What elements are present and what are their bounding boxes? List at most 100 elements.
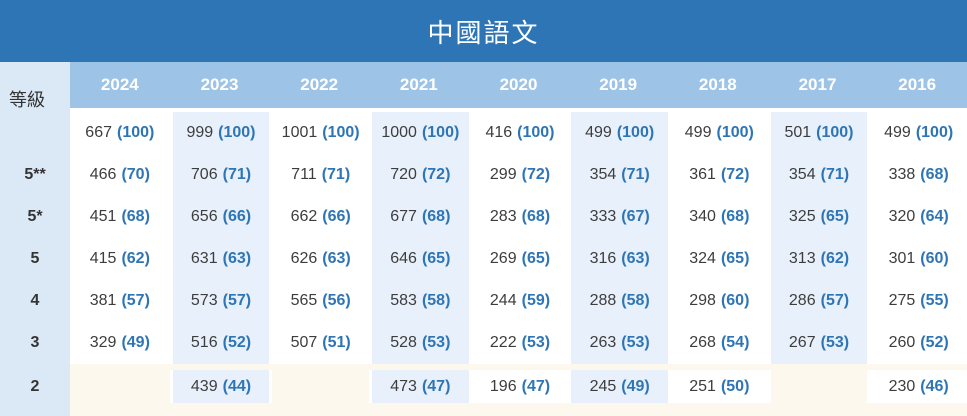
cell-2018-r4: 298 (60) (667, 280, 768, 322)
cell-2023-r4: 573 (57) (169, 280, 270, 322)
cell-2019-r6: 245 (49) (568, 370, 668, 403)
cumulative-percent: (55) (920, 292, 949, 309)
candidate-count: 340 (689, 208, 716, 225)
cell-2016-r6: 230 (46) (867, 370, 967, 403)
candidate-count: 473 (390, 377, 417, 395)
cell-2021-r1: 720 (72) (368, 154, 469, 196)
cumulative-percent: (44) (222, 377, 252, 395)
candidate-count: 507 (290, 334, 318, 351)
cell-2019-r2: 333 (67) (568, 196, 668, 238)
cell-2016-r0: 499 (100) (867, 112, 967, 154)
cumulative-percent: (68) (521, 208, 551, 225)
candidate-count: 283 (489, 208, 517, 225)
cumulative-percent: (54) (720, 334, 750, 351)
candidate-count: 516 (190, 334, 218, 351)
year-header-2017: 2017 (798, 75, 837, 94)
title-banner: 中國語文 (0, 0, 967, 62)
cell-2020-r1: 299 (72) (468, 154, 569, 196)
cumulative-percent: (71) (321, 166, 351, 183)
year-header-2024: 2024 (100, 75, 139, 94)
cumulative-percent: (47) (421, 377, 451, 395)
cell-2019-r4: 288 (58) (568, 280, 668, 322)
cumulative-percent: (68) (121, 208, 150, 225)
cell-2023-r6: 439 (44) (169, 370, 270, 403)
cell-2017-r6 (767, 370, 868, 403)
cell-2018-r0: 499 (100) (667, 112, 768, 154)
candidate-count: 1000 (381, 124, 417, 141)
cumulative-percent: (57) (820, 292, 850, 309)
candidate-count: 706 (190, 166, 218, 183)
cumulative-percent: (100) (117, 124, 155, 141)
cell-2016-r1: 338 (68) (867, 154, 967, 196)
cumulative-percent: (58) (621, 292, 650, 309)
candidate-count: 361 (689, 166, 716, 183)
cell-2018-r3: 324 (65) (667, 238, 768, 280)
page-title: 中國語文 (427, 18, 540, 49)
cell-2020-r5: 222 (53) (468, 322, 569, 364)
candidate-count: 499 (884, 124, 911, 141)
cell-2018-r6: 251 (50) (667, 370, 768, 403)
cumulative-percent: (58) (421, 292, 451, 309)
cell-2020-r0: 416 (100) (468, 112, 569, 154)
cumulative-percent: (100) (421, 124, 460, 141)
cell-2024-r2: 451 (68) (70, 196, 170, 238)
cell-2021-r3: 646 (65) (368, 238, 469, 280)
candidate-count: 439 (190, 377, 218, 395)
cell-2022-r6 (269, 370, 369, 403)
data-area: 2024 2023 2022 2021 2020 2019 2018 2017 2016 667… (70, 62, 967, 403)
cumulative-percent: (68) (421, 208, 451, 225)
candidate-count: 656 (190, 208, 218, 225)
cumulative-percent: (63) (322, 250, 351, 267)
cell-2022-r4: 565 (56) (269, 280, 369, 322)
cumulative-percent: (65) (521, 250, 551, 267)
candidate-count: 354 (788, 166, 816, 183)
cumulative-percent: (49) (621, 377, 650, 395)
cell-2020-r6: 196 (47) (468, 370, 569, 403)
cumulative-percent: (50) (720, 377, 750, 395)
cumulative-percent: (66) (322, 208, 351, 225)
cumulative-percent: (100) (517, 124, 555, 141)
candidate-count: 499 (684, 124, 712, 141)
cumulative-percent: (100) (218, 124, 256, 141)
cumulative-percent: (67) (621, 208, 650, 225)
candidate-count: 565 (290, 292, 318, 309)
cell-2018-r1: 361 (72) (667, 154, 768, 196)
cell-2021-r2: 677 (68) (368, 196, 469, 238)
cumulative-percent: (53) (621, 334, 650, 351)
table-row-r2: 451 (68) 656 (66) 662 (66) 677 (68) 283 (68) 333 (6… (70, 196, 967, 238)
cell-2023-r1: 706 (71) (169, 154, 270, 196)
cumulative-percent: (56) (322, 292, 351, 309)
cumulative-percent: (60) (920, 250, 949, 267)
candidate-count: 499 (585, 124, 612, 141)
cell-2018-r5: 268 (54) (667, 322, 768, 364)
cumulative-percent: (68) (920, 166, 949, 183)
candidate-count: 299 (489, 166, 517, 183)
candidate-count: 333 (589, 208, 617, 225)
cell-2024-r4: 381 (57) (70, 280, 170, 322)
cell-2023-r2: 656 (66) (169, 196, 270, 238)
candidate-count: 501 (784, 124, 812, 141)
cell-2024-r5: 329 (49) (70, 322, 170, 364)
candidate-count: 320 (888, 208, 916, 225)
cell-2017-r5: 267 (53) (767, 322, 868, 364)
candidate-count: 631 (190, 250, 218, 267)
table-row-r0: 667 (100) 999 (100) 1001 (100) 1000 (100) 416 (10… (70, 112, 967, 154)
year-header-2018: 2018 (698, 75, 737, 94)
cell-2021-r0: 1000 (100) (368, 112, 469, 154)
cumulative-percent: (52) (222, 334, 252, 351)
candidate-count: 646 (390, 250, 417, 267)
candidate-count: 244 (489, 292, 517, 309)
cell-2024-r0: 667 (100) (70, 112, 170, 154)
cell-2019-r1: 354 (71) (568, 154, 668, 196)
year-header-2022: 2022 (300, 75, 339, 94)
cumulative-percent: (53) (421, 334, 451, 351)
cell-2022-r2: 662 (66) (269, 196, 369, 238)
cell-2021-r6: 473 (47) (368, 370, 469, 403)
candidate-count: 720 (390, 166, 417, 183)
candidate-count: 196 (489, 377, 517, 395)
table-row-r6: 439 (44) 473 (47) 196 (47) 245 (49) 251 (50) 230 (4… (70, 370, 967, 403)
candidate-count: 267 (788, 334, 816, 351)
candidate-count: 263 (589, 334, 617, 351)
cumulative-percent: (72) (521, 166, 551, 183)
table-row-r3: 415 (62) 631 (63) 626 (63) 646 (65) 269 (65) 316 (6… (70, 238, 967, 280)
